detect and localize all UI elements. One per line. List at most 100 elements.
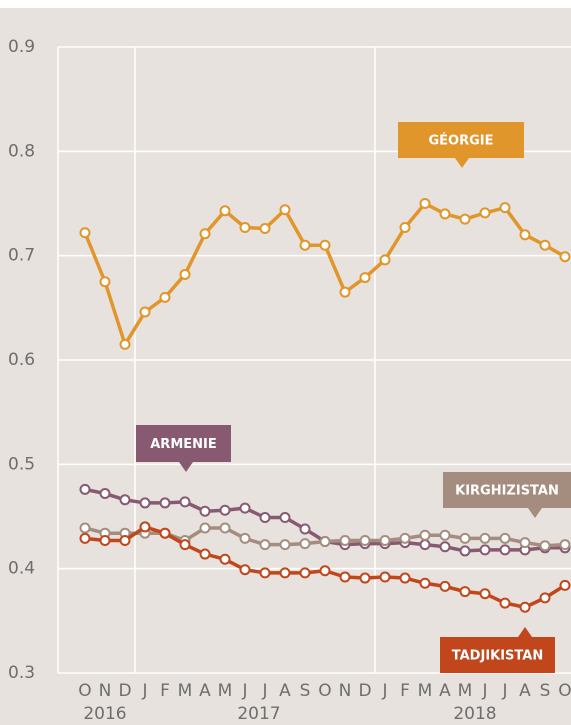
point <box>299 567 311 579</box>
y-tick-label: 0.5 <box>8 454 35 474</box>
point <box>339 534 351 546</box>
label-pointer <box>455 158 469 168</box>
x-tick-label: D <box>118 681 131 701</box>
point <box>499 544 511 556</box>
y-tick-label: 0.4 <box>8 559 35 579</box>
point <box>559 579 571 591</box>
x-tick-label: S <box>300 681 311 701</box>
legend-label: KIRGHIZISTAN <box>455 484 559 499</box>
point <box>479 544 491 556</box>
point <box>419 539 431 551</box>
x-tick-label: D <box>358 681 371 701</box>
point <box>199 505 211 517</box>
x-tick-label: A <box>279 681 291 701</box>
point <box>459 586 471 598</box>
x-tick-label: A <box>199 681 211 701</box>
point <box>519 229 531 241</box>
x-tick-label: J <box>501 681 507 701</box>
label-box <box>398 122 524 158</box>
point <box>299 538 311 550</box>
point <box>219 553 231 565</box>
series-label: ARMENIE <box>136 425 231 472</box>
point <box>459 213 471 225</box>
point <box>459 532 471 544</box>
point <box>519 601 531 613</box>
point <box>119 494 131 506</box>
point <box>239 564 251 576</box>
point <box>99 488 111 500</box>
x-tick-label: N <box>339 681 352 701</box>
point <box>499 597 511 609</box>
x-tick-label: A <box>519 681 531 701</box>
point <box>279 512 291 524</box>
x-tick-label: N <box>99 681 112 701</box>
point <box>359 272 371 284</box>
point <box>99 276 111 288</box>
point <box>419 198 431 209</box>
point <box>119 338 131 350</box>
point <box>539 239 551 251</box>
point <box>499 532 511 544</box>
point <box>79 483 91 495</box>
x-tick-label: J <box>241 681 247 701</box>
point <box>179 268 191 280</box>
point <box>259 223 271 235</box>
point <box>559 251 571 263</box>
y-tick-label: 0.8 <box>8 141 35 161</box>
point <box>499 202 511 214</box>
label-box <box>440 637 555 673</box>
point <box>219 522 231 534</box>
x-tick-label: J <box>141 681 147 701</box>
point <box>219 504 231 516</box>
point <box>319 565 331 577</box>
point <box>239 502 251 514</box>
y-tick-label: 0.6 <box>8 350 35 370</box>
point <box>79 532 91 544</box>
point <box>239 221 251 233</box>
label-box <box>443 472 571 508</box>
x-tick-label: F <box>160 681 170 701</box>
point <box>539 540 551 552</box>
point <box>99 534 111 546</box>
point <box>539 592 551 604</box>
label-box <box>136 425 231 462</box>
point <box>459 545 471 557</box>
legend-label: ARMENIE <box>150 437 217 452</box>
year-label: 2018 <box>453 704 496 724</box>
label-pointer <box>179 462 193 472</box>
point <box>399 221 411 233</box>
point <box>159 497 171 509</box>
point <box>419 529 431 541</box>
point <box>479 207 491 219</box>
x-tick-label: J <box>261 681 267 701</box>
legend-label: GÉORGIE <box>429 133 494 149</box>
x-tick-label: S <box>540 681 551 701</box>
point <box>219 205 231 217</box>
y-tick-label: 0.7 <box>8 246 35 266</box>
point <box>559 539 571 551</box>
point <box>439 580 451 592</box>
point <box>279 539 291 551</box>
point <box>139 306 151 318</box>
y-tick-label: 0.9 <box>8 37 35 57</box>
point <box>259 539 271 551</box>
point <box>79 227 91 239</box>
point <box>259 567 271 579</box>
legend-label: TADJIKISTAN <box>452 649 543 664</box>
point <box>319 239 331 251</box>
x-tick-label: M <box>178 681 193 701</box>
series-label: GÉORGIE <box>398 122 524 168</box>
point <box>139 497 151 509</box>
point <box>239 532 251 544</box>
y-tick-label: 0.3 <box>8 663 35 683</box>
point <box>339 286 351 298</box>
point <box>339 571 351 583</box>
x-tick-label: M <box>218 681 233 701</box>
x-tick-label: J <box>481 681 487 701</box>
x-tick-label: A <box>439 681 451 701</box>
point <box>279 567 291 579</box>
x-tick-label: J <box>381 681 387 701</box>
point <box>379 571 391 583</box>
point <box>159 291 171 303</box>
